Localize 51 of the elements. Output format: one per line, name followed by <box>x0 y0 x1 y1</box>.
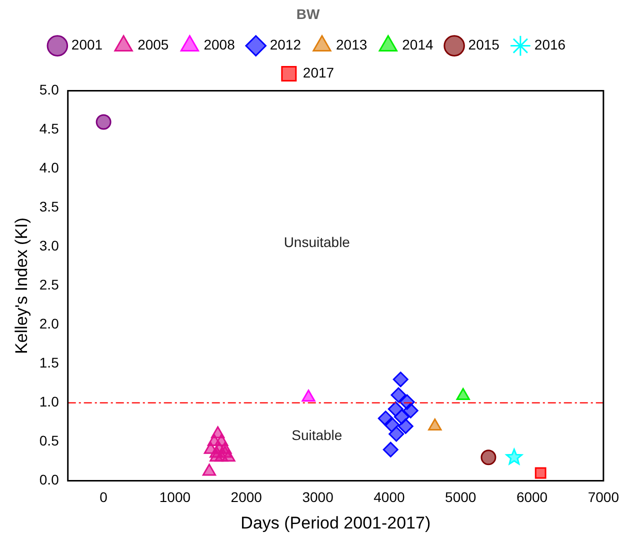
x-tick-label: 5000 <box>445 489 476 506</box>
y-tick-label: 2.0 <box>39 316 60 332</box>
point <box>394 409 410 425</box>
y-tick-label: 1.5 <box>39 354 60 371</box>
point <box>392 372 408 388</box>
point <box>390 387 406 403</box>
point <box>302 390 316 402</box>
point <box>428 418 442 430</box>
y-tick-label: 3.0 <box>39 238 60 254</box>
x-tick-label: 1000 <box>159 489 191 506</box>
legend-label: 2013 <box>336 36 368 53</box>
point <box>210 450 224 462</box>
legend-label: 2005 <box>138 36 169 53</box>
point <box>506 448 523 465</box>
point <box>96 114 112 130</box>
y-tick-label: 0.5 <box>39 432 60 449</box>
point <box>382 442 398 458</box>
legend-label: 2012 <box>270 36 302 53</box>
legend-label: 2014 <box>402 36 434 53</box>
point <box>402 402 418 418</box>
y-tick-label: 3.5 <box>39 198 60 215</box>
legend-label: 2008 <box>204 36 236 53</box>
x-tick-label: 6000 <box>516 489 548 506</box>
x-axis-title: Days (Period 2001-2017) <box>240 513 431 532</box>
x-tick-label: 3000 <box>302 489 334 506</box>
legend-label: 2001 <box>71 36 103 53</box>
x-tick-label: 2000 <box>230 489 262 506</box>
point <box>384 416 400 432</box>
point <box>534 467 546 479</box>
y-tick-label: 5.0 <box>39 82 60 98</box>
legend-title: BW <box>296 6 320 22</box>
point <box>480 450 496 466</box>
legend-label: 2015 <box>468 36 500 53</box>
y-tick-label: 2.5 <box>39 276 60 293</box>
y-axis-title: Kelley's Index (KI) <box>12 218 31 354</box>
y-tick-label: 0.0 <box>39 472 60 488</box>
annotation: Suitable <box>292 426 342 443</box>
x-tick-label: 4000 <box>374 489 405 506</box>
annotation: Unsuitable <box>284 234 350 250</box>
point <box>388 426 404 442</box>
x-tick-label: 0 <box>100 489 108 506</box>
point <box>202 464 216 476</box>
point <box>456 388 470 400</box>
x-tick-label: 7000 <box>588 489 620 506</box>
y-tick-label: 4.0 <box>39 160 60 176</box>
legend-label: 2017 <box>302 64 334 81</box>
point <box>218 446 232 458</box>
y-tick-label: 1.0 <box>39 394 60 410</box>
legend-label: 2016 <box>534 36 566 53</box>
point <box>398 418 414 434</box>
y-tick-label: 4.5 <box>39 120 60 137</box>
